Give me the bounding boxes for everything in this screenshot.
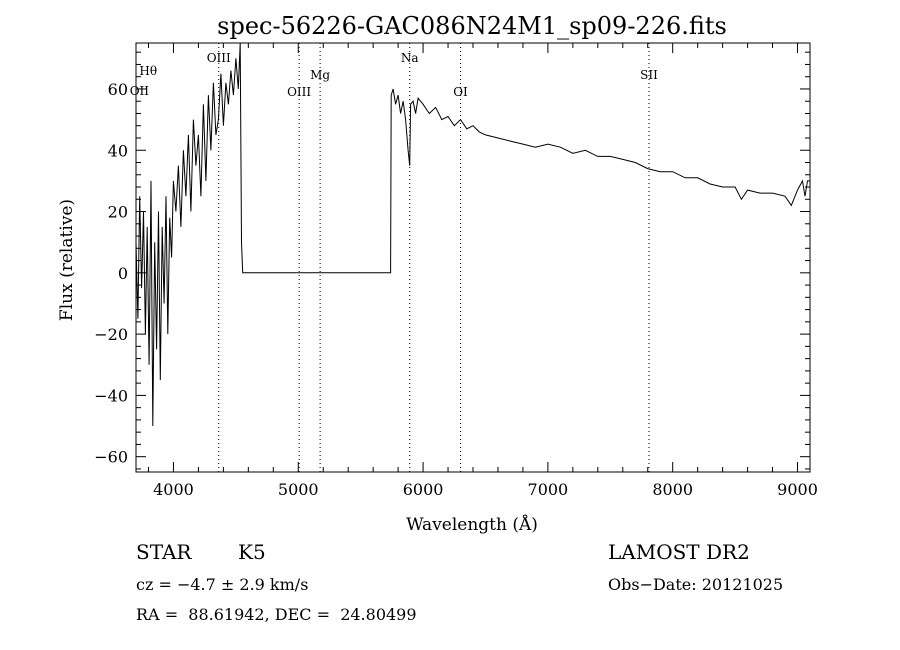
redshift-cz: cz = −4.7 ± 2.9 km/s xyxy=(136,575,309,594)
chart-title: spec-56226-GAC086N24M1_sp09-226.fits xyxy=(217,12,727,40)
y-tick-label: −40 xyxy=(94,386,128,405)
plot-frame xyxy=(135,42,811,473)
object-class: STAR xyxy=(136,540,192,564)
x-tick-label: 7000 xyxy=(528,480,569,499)
spectral-line-label: OII xyxy=(130,84,150,98)
spectral-line-label: Na xyxy=(401,51,419,65)
x-tick-label: 6000 xyxy=(403,480,444,499)
y-tick-label: 40 xyxy=(108,141,128,160)
spectral-line-label: Hθ xyxy=(139,64,157,78)
x-tick-label: 9000 xyxy=(777,480,818,499)
y-axis-label: Flux (relative) xyxy=(57,199,77,321)
spectral-line-label: SII xyxy=(640,68,658,82)
survey-name: LAMOST DR2 xyxy=(608,540,750,564)
spectral-line-label: OIII xyxy=(207,51,231,65)
ra-dec-coordinates: RA = 88.61942, DEC = 24.80499 xyxy=(136,605,417,624)
x-tick-label: 8000 xyxy=(652,480,693,499)
observation-date: Obs−Date: 20121025 xyxy=(608,575,784,594)
y-tick-label: −20 xyxy=(94,325,128,344)
y-tick-label: 0 xyxy=(118,264,128,283)
spectrum-line xyxy=(135,42,810,427)
spectral-line-label: OI xyxy=(453,85,468,99)
y-tick-label: 60 xyxy=(108,80,128,99)
spectral-line-label: OIII xyxy=(287,85,311,99)
x-axis-label: Wavelength (Å) xyxy=(406,514,538,535)
y-tick-label: −60 xyxy=(94,448,128,467)
y-tick-label: 20 xyxy=(108,203,128,222)
x-tick-label: 4000 xyxy=(153,480,194,499)
object-subclass: K5 xyxy=(238,540,266,564)
x-tick-label: 5000 xyxy=(278,480,319,499)
plot-area: 4000 5000 6000 7000 8000 9000 −60 −40 −20 0 20 40 60… xyxy=(94,42,818,499)
spectral-line-label: Mg xyxy=(310,68,330,82)
